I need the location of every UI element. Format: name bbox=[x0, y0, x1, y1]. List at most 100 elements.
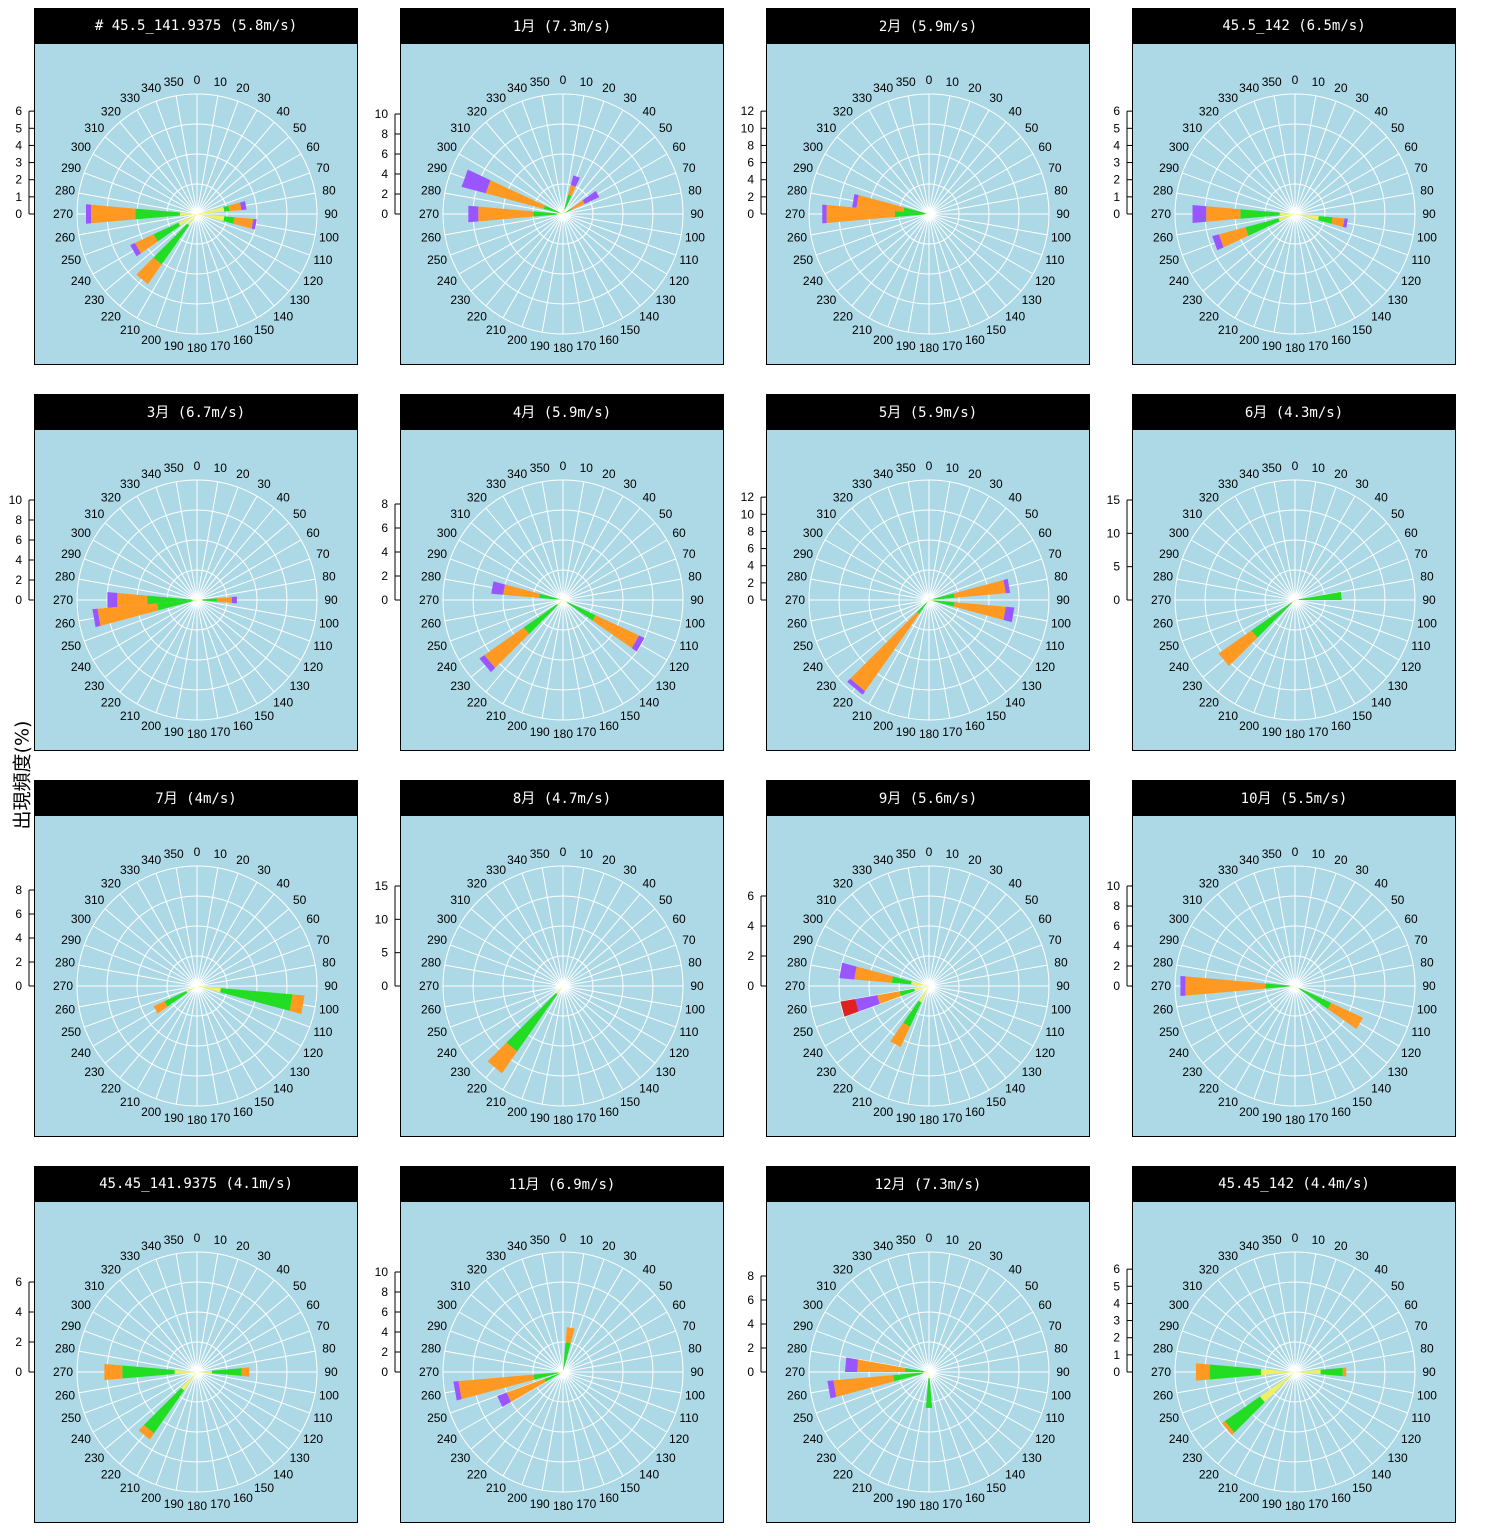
y-tick-label: 0 bbox=[381, 207, 388, 221]
direction-label: 250 bbox=[1159, 639, 1179, 653]
y-tick-label: 8 bbox=[747, 524, 754, 538]
direction-label: 110 bbox=[679, 639, 698, 653]
direction-label: 340 bbox=[1239, 1239, 1259, 1253]
grid-spoke bbox=[562, 985, 668, 1047]
grid-spoke bbox=[196, 213, 275, 307]
grid-spoke bbox=[928, 599, 951, 719]
grid-spoke bbox=[521, 873, 564, 987]
direction-label: 170 bbox=[942, 1497, 962, 1511]
direction-label: 70 bbox=[1414, 1319, 1428, 1333]
direction-label: 120 bbox=[1401, 1432, 1421, 1446]
grid-spoke bbox=[1294, 599, 1356, 705]
direction-label: 30 bbox=[623, 863, 637, 877]
direction-label: 20 bbox=[236, 853, 250, 867]
grid-spoke bbox=[136, 1371, 198, 1477]
direction-label: 110 bbox=[1411, 253, 1430, 267]
wind-bar bbox=[523, 604, 558, 634]
direction-label: 80 bbox=[1054, 570, 1068, 584]
direction-label: 150 bbox=[986, 1481, 1006, 1495]
direction-label: 260 bbox=[55, 616, 75, 630]
direction-label: 120 bbox=[1401, 1046, 1421, 1060]
grid-spoke bbox=[907, 213, 930, 333]
plot-area: 0 10 20 30 40 50 60 70 80 90 100 110 120 130 140 150 160… bbox=[766, 815, 1090, 1137]
direction-label: 190 bbox=[530, 1497, 550, 1511]
direction-label: 250 bbox=[793, 639, 813, 653]
direction-label: 140 bbox=[639, 310, 659, 324]
y-tick-label: 10 bbox=[375, 912, 389, 926]
wind-bar bbox=[914, 986, 929, 992]
grid-spoke bbox=[928, 1371, 1022, 1450]
direction-label: 200 bbox=[507, 1105, 527, 1119]
grid-spoke bbox=[928, 1279, 1007, 1373]
direction-label: 130 bbox=[656, 679, 676, 693]
direction-label: 50 bbox=[659, 507, 673, 521]
grid-spoke bbox=[470, 985, 564, 1064]
wind-bar bbox=[539, 593, 559, 600]
grid-spoke bbox=[155, 1371, 198, 1485]
wind-bar bbox=[1295, 1369, 1321, 1375]
y-axis: 0 5 10 15 bbox=[368, 815, 400, 1137]
grid-spoke bbox=[470, 522, 564, 601]
y-axis: 0 1 2 3 4 5 6 bbox=[2, 43, 34, 365]
direction-label: 110 bbox=[1045, 1411, 1064, 1425]
wind-bar bbox=[926, 600, 929, 603]
grid-spoke bbox=[562, 539, 668, 601]
direction-label: 30 bbox=[257, 1249, 271, 1263]
direction-label: 300 bbox=[803, 1298, 823, 1312]
direction-label: 210 bbox=[120, 1481, 140, 1495]
direction-label: 350 bbox=[1262, 1233, 1282, 1247]
direction-label: 10 bbox=[214, 847, 228, 861]
direction-label: 150 bbox=[1352, 323, 1372, 337]
direction-label: 210 bbox=[1218, 323, 1238, 337]
grid-spoke bbox=[562, 599, 676, 642]
wind-bar bbox=[92, 608, 101, 628]
direction-label: 310 bbox=[1182, 893, 1202, 907]
direction-label: 140 bbox=[1371, 696, 1391, 710]
y-axis: 0 2 4 6 8 bbox=[734, 1201, 766, 1523]
y-tick-label: 10 bbox=[741, 121, 755, 135]
grid-spoke bbox=[196, 507, 275, 601]
panel-title: 9月 (5.6m/s) bbox=[766, 780, 1090, 815]
direction-label: 340 bbox=[873, 1239, 893, 1253]
y-tick-label: 15 bbox=[375, 879, 389, 893]
direction-label: 200 bbox=[1239, 719, 1259, 733]
grid-spoke bbox=[196, 1371, 239, 1485]
y-axis: 0 2 4 6 bbox=[734, 815, 766, 1137]
direction-label: 260 bbox=[421, 616, 441, 630]
grid-spoke bbox=[196, 925, 302, 987]
wind-bar bbox=[631, 635, 645, 652]
y-tick-label: 4 bbox=[747, 173, 754, 187]
wind-bar bbox=[559, 212, 563, 214]
grid-spoke bbox=[444, 192, 564, 215]
direction-label: 280 bbox=[55, 956, 75, 970]
y-tick-label: 2 bbox=[15, 173, 22, 187]
grid-spoke bbox=[84, 213, 198, 256]
panel-title: 6月 (4.3m/s) bbox=[1132, 394, 1456, 429]
grid-spoke bbox=[104, 908, 198, 987]
wind-bar bbox=[929, 600, 934, 602]
grid-spoke bbox=[196, 1330, 310, 1373]
grid-spoke bbox=[562, 213, 624, 319]
direction-label: 290 bbox=[1159, 933, 1179, 947]
y-tick-label: 0 bbox=[747, 979, 754, 993]
direction-label: 350 bbox=[530, 75, 550, 89]
grid-spoke bbox=[92, 153, 198, 215]
grid-spoke bbox=[458, 985, 564, 1047]
direction-label: 150 bbox=[986, 1095, 1006, 1109]
direction-label: 110 bbox=[313, 639, 332, 653]
direction-label: 10 bbox=[580, 461, 594, 475]
wind-bar bbox=[852, 194, 859, 208]
direction-label: 170 bbox=[210, 725, 230, 739]
direction-label: 0 bbox=[1292, 845, 1299, 859]
direction-label: 330 bbox=[1218, 91, 1238, 105]
direction-label: 350 bbox=[896, 461, 916, 475]
wind-bar bbox=[1318, 216, 1333, 224]
grid-spoke bbox=[887, 487, 930, 601]
grid-spoke bbox=[196, 578, 316, 601]
grid-spoke bbox=[562, 985, 624, 1091]
grid-spoke bbox=[824, 1311, 930, 1373]
direction-label: 320 bbox=[833, 1262, 853, 1276]
grid-spoke bbox=[824, 925, 930, 987]
wind-bar bbox=[174, 1370, 197, 1374]
grid-spoke bbox=[562, 599, 605, 713]
